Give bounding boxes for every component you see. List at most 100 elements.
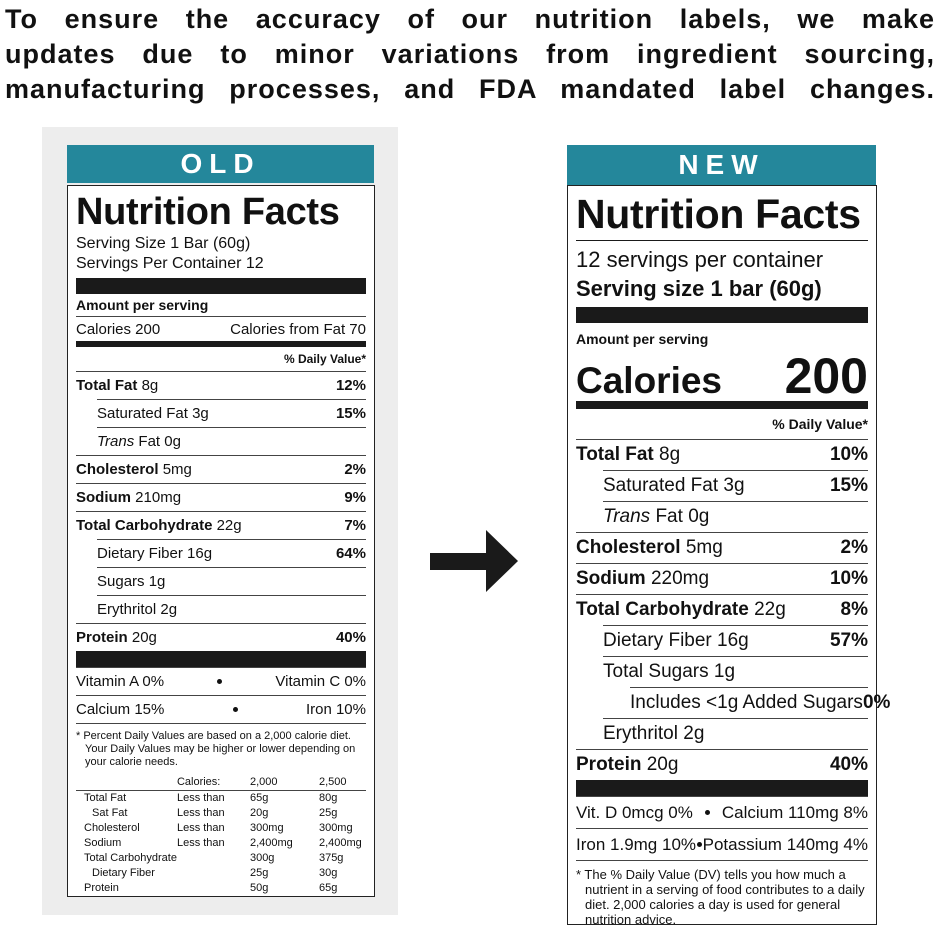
table-cell: 25g — [318, 807, 338, 819]
table-cell: Less than — [176, 837, 225, 849]
nutrient-row: Total Sugars 1g — [603, 656, 868, 687]
table-cell: Total Fat — [84, 792, 127, 804]
servings: Servings Per Container 12 — [76, 255, 264, 272]
vitamin: Iron 1.9mg 10% — [576, 834, 697, 854]
nutrient-row: Includes <1g Added Sugars 0% — [630, 687, 890, 718]
label-title: Nutrition Facts — [576, 191, 861, 237]
nutrient-row: Trans Fat 0g — [97, 427, 366, 455]
nutrient-name: Total Fat — [576, 444, 654, 465]
table-row: Dietary Fiber 25g 30g — [76, 866, 366, 881]
table-cell: 300mg — [249, 822, 284, 834]
nutrient-amount: 2g — [683, 723, 705, 744]
serving-size: Serving size 1 bar (60g) — [576, 276, 822, 301]
daily-value: 12% — [335, 377, 366, 394]
new-label: Nutrition Facts 12 servings per container… — [567, 185, 890, 927]
nutrient-row: Total Fat 8g 10% — [576, 439, 868, 470]
nutrient-row: Cholesterol 5mg 2% — [76, 455, 366, 483]
label-badge: OLD — [67, 145, 374, 183]
nutrient-name: Sugars — [97, 573, 145, 590]
nutrient: Total Carbohydrate 22g — [576, 599, 786, 621]
header-line: updates due to minor variations from ing… — [5, 39, 935, 69]
rule-bar — [76, 341, 366, 347]
table-cell: 30g — [318, 867, 338, 879]
daily-values-table: Calories: 2,000 2,500 Total Fat Less than 65g… — [76, 775, 366, 896]
daily-value: 40% — [335, 629, 366, 646]
table-header-cell: Calories: — [176, 776, 221, 788]
nutrient: Total Fat 8g — [576, 444, 680, 466]
nutrient-row: Saturated Fat 3g 15% — [603, 470, 868, 501]
table-cell: 65g — [318, 882, 338, 894]
nutrient-name: Sodium — [76, 489, 131, 506]
table-cell: 65g — [249, 792, 269, 804]
header: To ensure the accuracy of our nutrition … — [5, 2, 935, 107]
calories-label: Calories — [576, 360, 723, 401]
daily-value: 57% — [829, 630, 868, 651]
table-header-cell: 2,000 — [249, 776, 278, 788]
nutrient-row: Protein 20g 40% — [76, 623, 366, 651]
vitamin: Vitamin C 0% — [275, 673, 366, 690]
nutrient-amount: 3g — [192, 405, 209, 422]
nutrient-row: Trans Fat 0g — [603, 501, 868, 532]
bullet — [217, 679, 223, 684]
bullet — [704, 810, 710, 815]
vitamin: Calcium 110mg 8% — [721, 802, 868, 822]
nutrient: Sodium 210mg — [76, 489, 181, 506]
calories-from-fat: Calories from Fat 70 — [230, 320, 366, 338]
nutrient-row: Cholesterol 5mg 2% — [576, 532, 868, 563]
table-header: Calories: 2,000 2,500 — [76, 775, 366, 791]
nutrient-name: Saturated Fat — [97, 405, 188, 422]
vitamin: Vit. D 0mcg 0% — [576, 802, 693, 822]
nutrient: Includes <1g Added Sugars — [630, 692, 863, 714]
daily-value: 9% — [344, 489, 366, 506]
nutrient-amount: 5mg — [162, 461, 192, 478]
table-cell — [177, 881, 250, 896]
calories: Calories 200 — [76, 320, 161, 338]
rule-bar — [76, 278, 366, 294]
nutrient-row: Erythritol 2g — [603, 718, 868, 749]
bullet — [232, 707, 238, 712]
nutrient-amount: 0g — [688, 506, 710, 527]
table-cell — [76, 775, 177, 791]
header-line: manufacturing processes, and FDA mandate… — [5, 74, 935, 104]
table-cell: 80g — [318, 792, 338, 804]
table-row: Sat Fat Less than 20g 25g — [76, 806, 366, 821]
arrow-shaft — [430, 553, 490, 570]
nutrient-amount: 2g — [160, 601, 178, 618]
table-row: Total Carbohydrate 300g 375g — [76, 851, 366, 866]
vitamin: Calcium 15% — [76, 701, 165, 718]
nutrient-amount: 16g — [717, 630, 749, 651]
nutrient-row: Dietary Fiber 16g 64% — [97, 539, 366, 567]
nutrient-row: Dietary Fiber 16g 57% — [603, 625, 868, 656]
table-cell: Cholesterol — [84, 822, 140, 834]
calories-value: 200 — [784, 348, 868, 404]
daily-value: 15% — [335, 405, 366, 422]
nutrient-row: Saturated Fat 3g 15% — [97, 399, 366, 427]
nutrient-amount: 8g — [659, 444, 681, 465]
table-header-cell: 2,500 — [318, 776, 347, 788]
rule-bar — [576, 780, 868, 796]
footnote: * The % Daily Value (DV) tells you how m… — [576, 860, 868, 927]
nutrient-amount: 1g — [713, 661, 736, 682]
table-cell: Sat Fat — [92, 807, 128, 819]
nutrient-amount: 220mg — [650, 568, 710, 589]
nutrient-row: Sugars 1g — [97, 567, 366, 595]
footnote: * Percent Daily Values are based on a 2,… — [76, 723, 366, 773]
nutrient-name: Fat — [655, 506, 683, 527]
daily-value: 2% — [344, 461, 366, 478]
table-row: Sodium Less than 2,400mg 2,400mg — [76, 836, 366, 851]
label-badge: NEW — [567, 145, 876, 185]
nutrient-amount: 20g — [131, 629, 157, 646]
nutrient: Saturated Fat 3g — [603, 475, 745, 497]
table-cell: 300g — [249, 852, 275, 864]
table-cell: Sodium — [84, 837, 122, 849]
nutrient-amount: 22g — [754, 599, 786, 620]
table-cell: 25g — [249, 867, 269, 879]
amount-per-serving: Amount per serving — [576, 331, 709, 347]
table-cell — [177, 851, 250, 866]
bullet — [696, 842, 702, 847]
table-cell: 50g — [249, 882, 269, 894]
nutrient-name: Protein — [576, 754, 642, 775]
nutrient: Erythritol 2g — [603, 723, 704, 745]
nutrient-name: Total Fat — [76, 377, 138, 394]
serving-size: Serving Size 1 Bar (60g) — [76, 235, 251, 252]
